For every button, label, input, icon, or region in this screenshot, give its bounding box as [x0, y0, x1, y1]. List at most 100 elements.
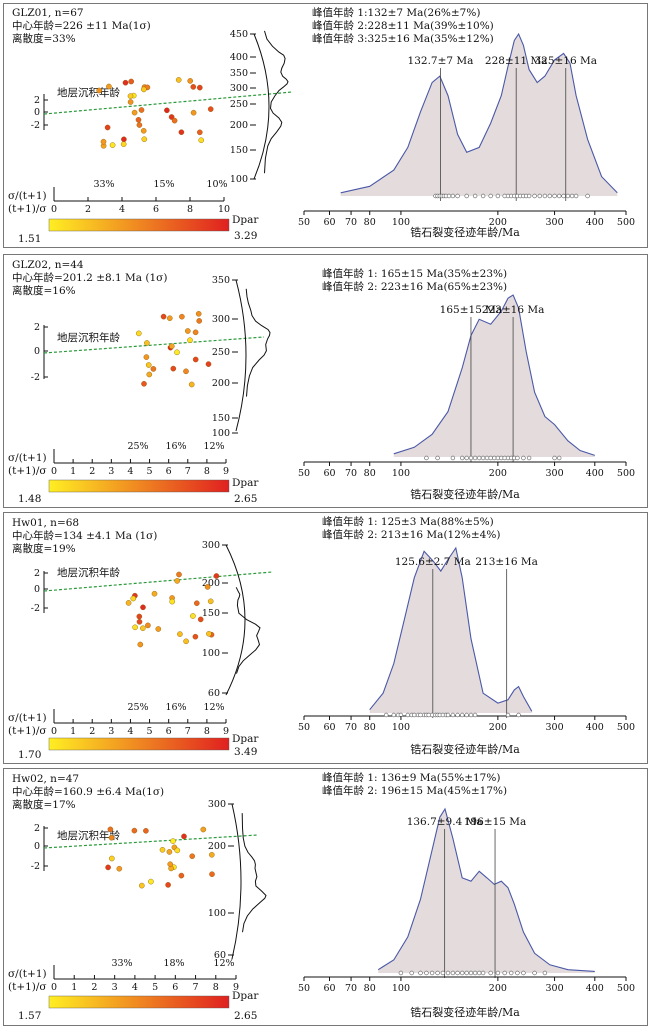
grain-point: [150, 366, 157, 372]
age-tick-circle: [477, 455, 482, 461]
density-line: [369, 546, 533, 712]
grain-point: [104, 124, 111, 131]
panel-glz01: GLZ01, n=67 中心年龄=226 ±11 Ma(1σ) 离散度=33% 峰值年…: [3, 3, 648, 248]
grain-point: [196, 318, 202, 324]
info-line-1: 中心年龄=226 ±11 Ma(1σ): [12, 19, 151, 32]
precision-pct-label: 10%: [206, 179, 227, 190]
precision-tick-label: 4: [127, 726, 133, 737]
grain-point: [187, 337, 193, 343]
age-tick-circle: [464, 455, 469, 461]
age-tick-circle: [424, 970, 429, 976]
precision-tick-label: 8: [187, 204, 193, 215]
precision-tick-label: 5: [147, 726, 153, 737]
grain-point: [192, 356, 199, 363]
grain-point: [136, 122, 143, 128]
grain-point: [176, 571, 182, 578]
grain-point: [140, 625, 146, 631]
grain-point: [181, 833, 187, 840]
grain-point: [175, 77, 182, 83]
precision-tick-label: 2: [89, 466, 95, 477]
age-tick-circle: [472, 455, 478, 461]
radial-y-tick-label: 2: [34, 322, 40, 333]
density-area: [340, 34, 618, 196]
age-tick-circle: [409, 970, 414, 976]
arc-tick-label: 450: [230, 29, 248, 40]
grain-point: [190, 109, 197, 116]
peak-text-0: 峰值年龄 1: 165±15 Ma(35%±23%): [322, 267, 507, 280]
x-axis-title: 锆石裂变径迹年龄/Ma: [410, 1005, 520, 1019]
grain-point: [145, 622, 151, 629]
x-tick-label: 50: [298, 468, 310, 479]
precision-pct-label: 15%: [153, 179, 174, 190]
grain-point: [177, 631, 183, 637]
grain-point: [136, 613, 143, 620]
peak-text-0: 峰值年龄 1: 125±3 Ma(88%±5%): [322, 515, 494, 528]
grain-point: [138, 107, 145, 113]
precision-pct-label: 33%: [111, 958, 132, 969]
age-tick-circle: [495, 970, 501, 976]
arc-tick-label: 150: [212, 413, 230, 424]
x-tick-label: 70: [345, 468, 357, 479]
x-tick-label: 200: [489, 468, 507, 479]
precision-tick-label: 0: [51, 204, 57, 215]
age-tick-circle: [418, 970, 423, 976]
x-tick-label: 200: [489, 983, 507, 994]
precision-tick-label: 10: [218, 204, 230, 215]
grain-point: [178, 872, 185, 879]
grain-point: [105, 864, 111, 871]
precision-pct-label: 25%: [127, 441, 148, 452]
grain-point: [174, 578, 180, 584]
density-line: [377, 807, 595, 972]
age-arc: [231, 803, 242, 960]
arc-tick-label: 400: [230, 52, 248, 63]
precision-pct-label: 25%: [127, 702, 148, 713]
arc-tick-label: 300: [212, 314, 230, 325]
x-tick-label: 50: [298, 722, 310, 733]
x-tick-label: 400: [586, 983, 604, 994]
age-arc: [225, 544, 246, 696]
dpar-max: 2.65: [234, 1010, 257, 1022]
age-tick-circle: [424, 455, 429, 461]
precision-tick-label: 8: [204, 466, 210, 477]
grain-point: [196, 84, 203, 91]
age-tick-circle: [505, 712, 511, 718]
x-tick-label: 300: [545, 217, 563, 228]
grain-point: [168, 114, 175, 120]
grain-point: [178, 129, 185, 135]
peak-text-1: 峰值年龄 2:228±11 Ma(39%±10%): [312, 19, 494, 32]
grain-point: [166, 849, 173, 855]
x-tick-label: 400: [586, 722, 604, 733]
x-tick-label: 50: [298, 217, 310, 228]
grain-point: [140, 86, 147, 93]
arc-tick-label: 300: [208, 799, 226, 810]
x-tick-label: 60: [323, 722, 335, 733]
info-line-2: 离散度=17%: [12, 798, 76, 811]
grain-point: [127, 99, 134, 105]
precision-tick-label: 7: [193, 982, 199, 993]
grain-point: [120, 141, 127, 147]
grain-point: [184, 328, 191, 334]
radial-y-tick-label: 2: [34, 95, 40, 106]
arc-tick-label: 200: [208, 841, 226, 852]
arc-tick-label: 250: [212, 347, 230, 358]
age-tick-circle: [552, 455, 557, 461]
x-tick-label: 60: [323, 983, 335, 994]
arc-tick-label: 300: [202, 540, 220, 551]
grain-point: [192, 329, 199, 336]
arc-tick-label: 300: [230, 83, 248, 94]
x-tick-label: 80: [364, 722, 376, 733]
precision-tick-label: 2: [91, 982, 97, 993]
strat-age-label: 地层沉积年龄: [57, 86, 120, 99]
peak-label: 125.6±2.7 Ma: [395, 556, 471, 568]
grain-point: [183, 638, 189, 645]
age-tick-circle: [445, 970, 451, 976]
x-axis-title: 锆石裂变径迹年龄/Ma: [410, 225, 520, 239]
peak-text-1: 峰值年龄 2: 213±16 Ma(12%±4%): [322, 528, 500, 541]
age-arc: [235, 279, 247, 432]
dpar-max: 3.29: [234, 230, 257, 242]
grain-point: [197, 616, 204, 623]
precision-pct-label: 16%: [165, 441, 186, 452]
grain-point: [170, 838, 176, 844]
